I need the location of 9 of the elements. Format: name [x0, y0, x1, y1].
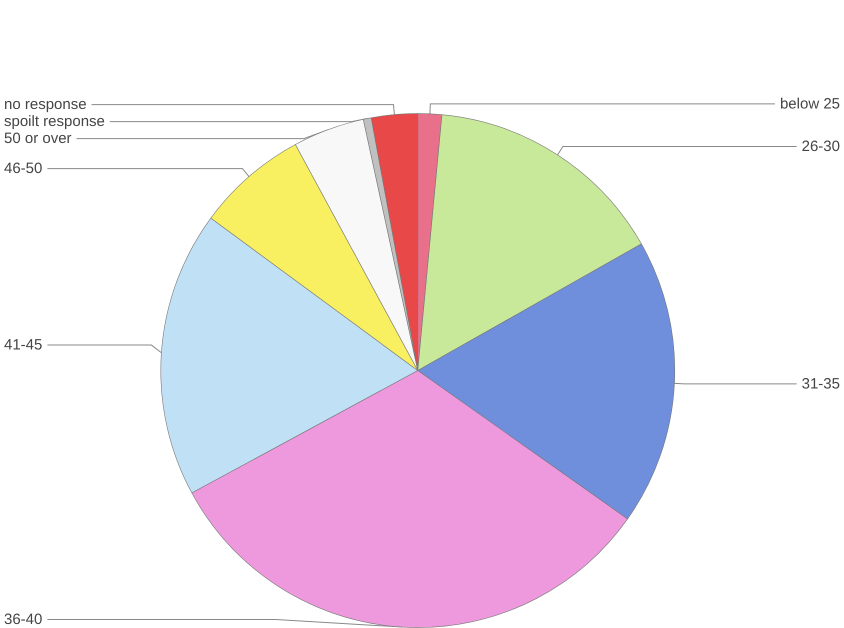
slice-label: below 25	[780, 95, 840, 112]
slice-label: 41-45	[4, 336, 42, 354]
slice-label: 26-30	[802, 138, 840, 155]
slice-label: 36-40	[4, 611, 42, 628]
slice-label: 50 or over	[4, 130, 72, 148]
slice-label: 31-35	[802, 375, 840, 392]
slice-label: 46-50	[4, 160, 42, 178]
slice-label: spoilt response	[4, 113, 105, 130]
slice-label: no response	[4, 96, 87, 114]
